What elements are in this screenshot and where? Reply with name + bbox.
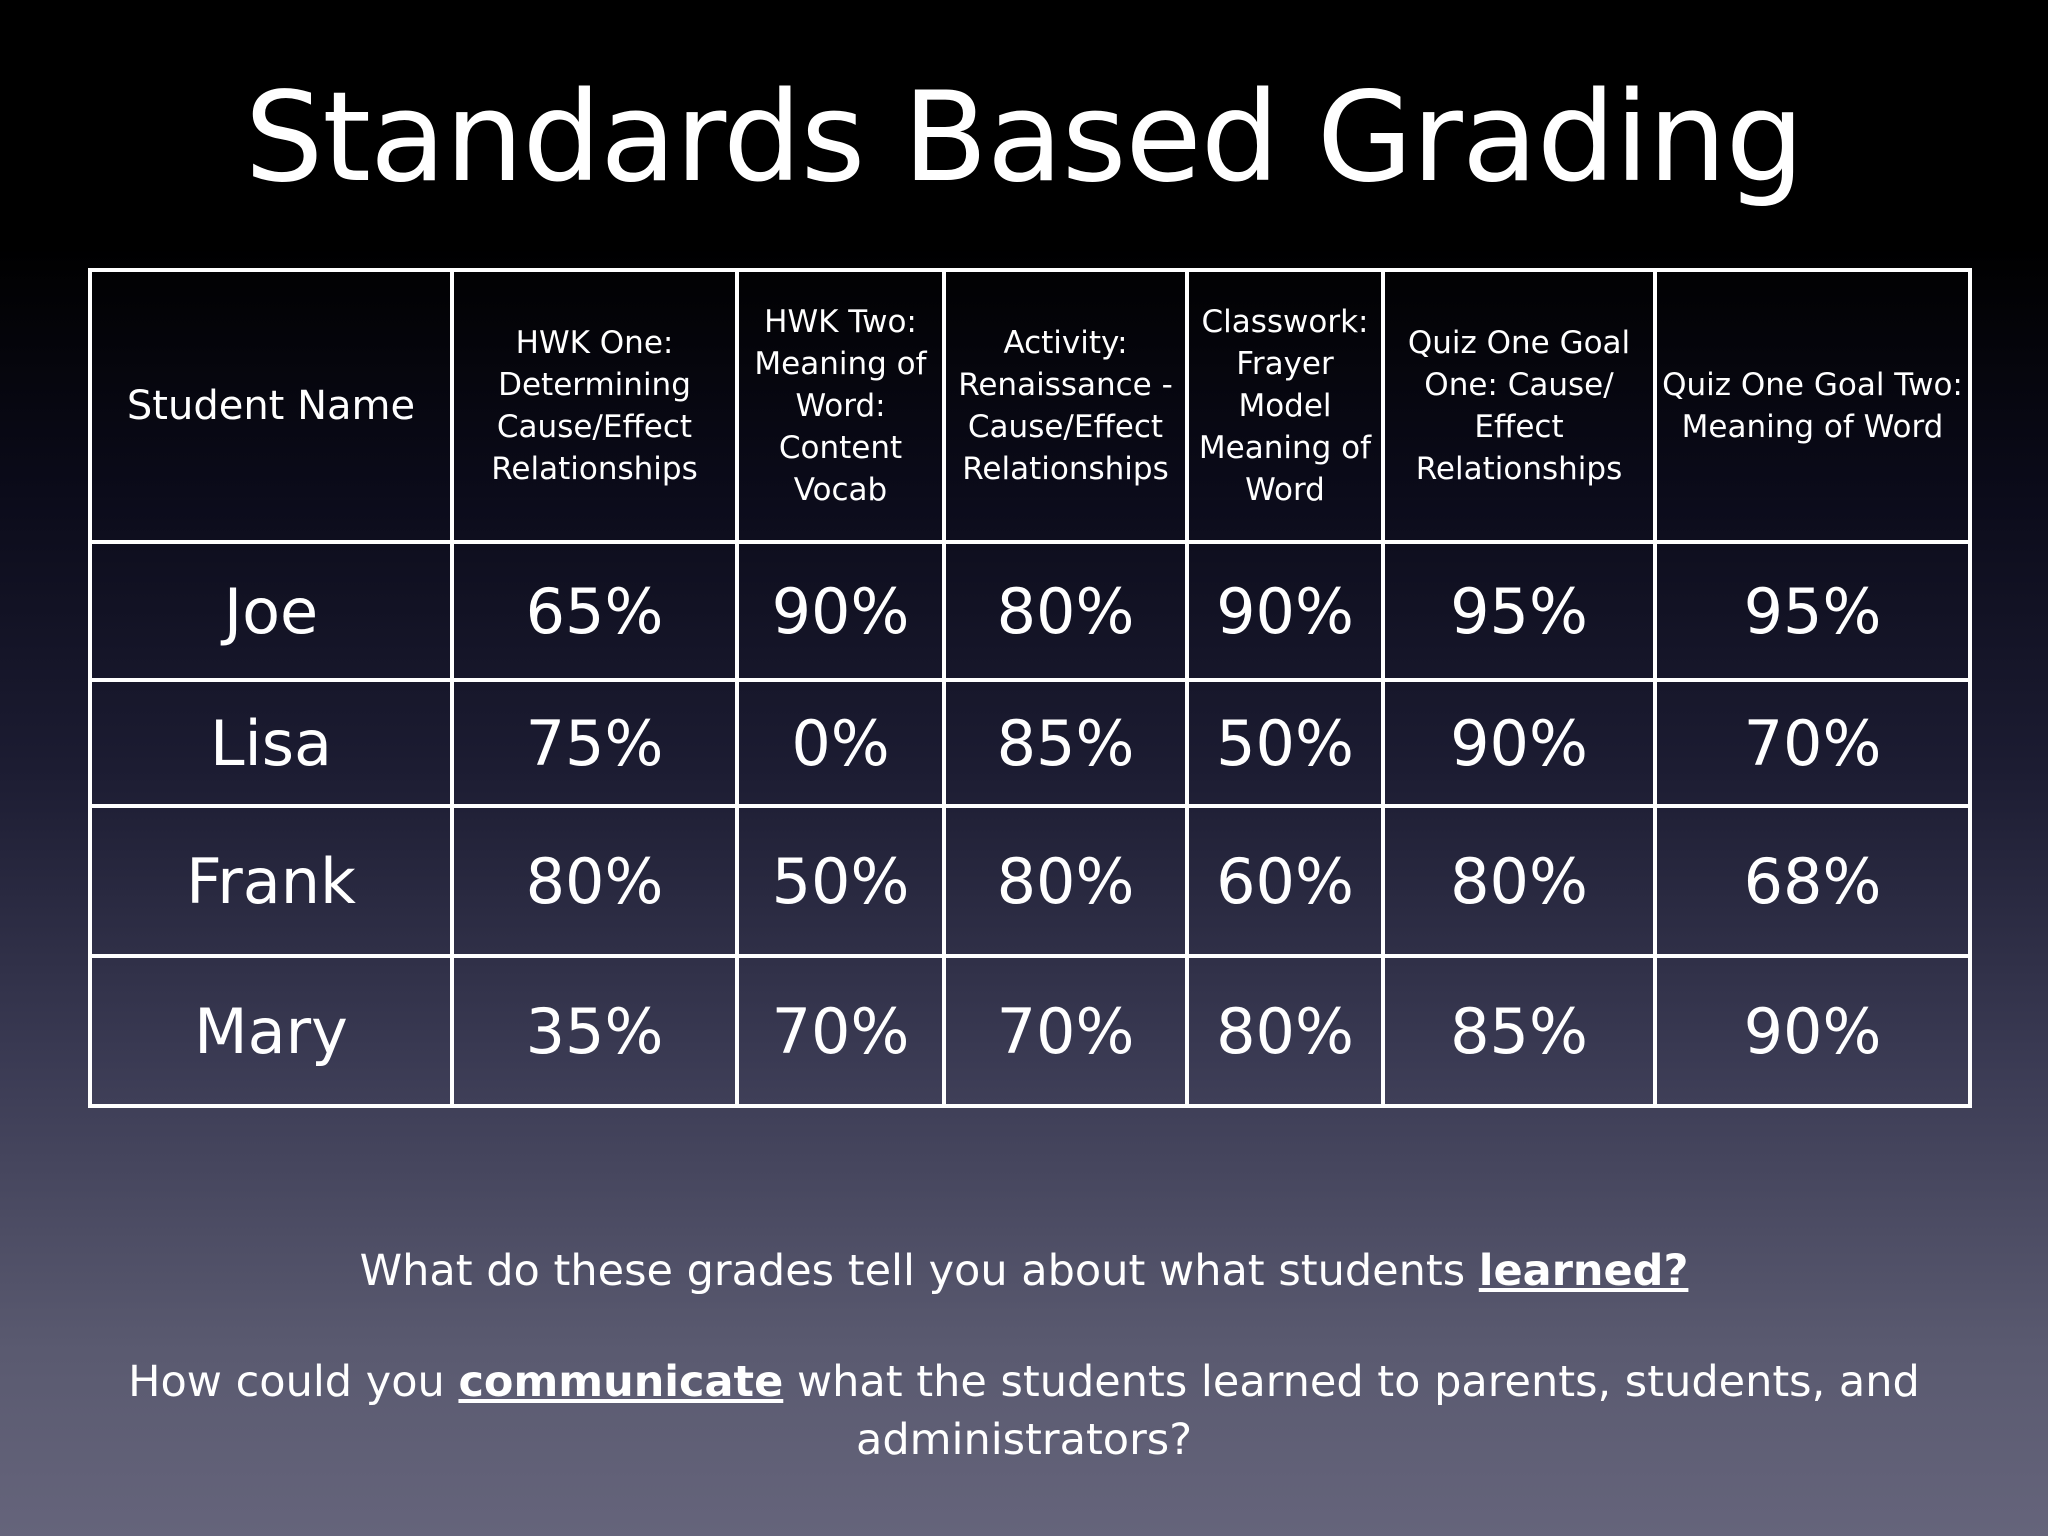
grade-cell: 95% (1381, 540, 1657, 682)
grade-cell: 35% (450, 954, 739, 1108)
column-header-quiz-goal-one: Quiz One Goal One: Cause/ Effect Relatio… (1381, 268, 1657, 544)
grade-cell: 50% (735, 804, 946, 958)
table-row: Joe 65% 90% 80% 90% 95% 95% (88, 540, 1972, 682)
grade-cell: 80% (1185, 954, 1385, 1108)
table-header-row: Student Name HWK One: Determining Cause/… (88, 268, 1972, 544)
grade-cell: 80% (942, 804, 1189, 958)
table-row: Lisa 75% 0% 85% 50% 90% 70% (88, 678, 1972, 808)
grade-cell: 75% (450, 678, 739, 808)
column-header-student-name: Student Name (88, 268, 454, 544)
student-name-cell: Frank (88, 804, 454, 958)
grade-cell: 95% (1653, 540, 1972, 682)
grade-cell: 90% (1653, 954, 1972, 1108)
grade-cell: 80% (1381, 804, 1657, 958)
grades-table: Student Name HWK One: Determining Cause/… (88, 268, 1972, 1108)
slide-title: Standards Based Grading (244, 66, 1805, 210)
column-header-activity: Activity: Renaissance - Cause/Effect Rel… (942, 268, 1189, 544)
column-header-classwork: Classwork: Frayer Model Meaning of Word (1185, 268, 1385, 544)
student-name-cell: Mary (88, 954, 454, 1108)
grade-cell: 90% (1185, 540, 1385, 682)
column-header-hwk-two: HWK Two: Meaning of Word: Content Vocab (735, 268, 946, 544)
emphasis-learned: learned? (1478, 1246, 1689, 1296)
question-communicate-lead: How could you (128, 1357, 459, 1407)
column-header-hwk-one: HWK One: Determining Cause/Effect Relati… (450, 268, 739, 544)
grade-cell: 70% (735, 954, 946, 1108)
question-learned-text: What do these grades tell you about what… (359, 1246, 1479, 1296)
emphasis-communicate: communicate (458, 1357, 784, 1407)
grade-cell: 60% (1185, 804, 1385, 958)
grade-cell: 50% (1185, 678, 1385, 808)
question-learned: What do these grades tell you about what… (0, 1242, 2048, 1300)
grade-cell: 70% (1653, 678, 1972, 808)
grade-cell: 68% (1653, 804, 1972, 958)
question-communicate-rest: what the students learned to parents, st… (783, 1357, 1920, 1465)
grade-cell: 90% (1381, 678, 1657, 808)
grade-cell: 85% (942, 678, 1189, 808)
grade-cell: 65% (450, 540, 739, 682)
grade-cell: 0% (735, 678, 946, 808)
column-header-quiz-goal-two: Quiz One Goal Two: Meaning of Word (1653, 268, 1972, 544)
question-communicate: How could you communicate what the stude… (0, 1353, 2048, 1469)
table-row: Mary 35% 70% 70% 80% 85% 90% (88, 954, 1972, 1108)
grade-cell: 80% (450, 804, 739, 958)
student-name-cell: Lisa (88, 678, 454, 808)
table-row: Frank 80% 50% 80% 60% 80% 68% (88, 804, 1972, 958)
student-name-cell: Joe (88, 540, 454, 682)
grade-cell: 85% (1381, 954, 1657, 1108)
grade-cell: 90% (735, 540, 946, 682)
grade-cell: 70% (942, 954, 1189, 1108)
grade-cell: 80% (942, 540, 1189, 682)
